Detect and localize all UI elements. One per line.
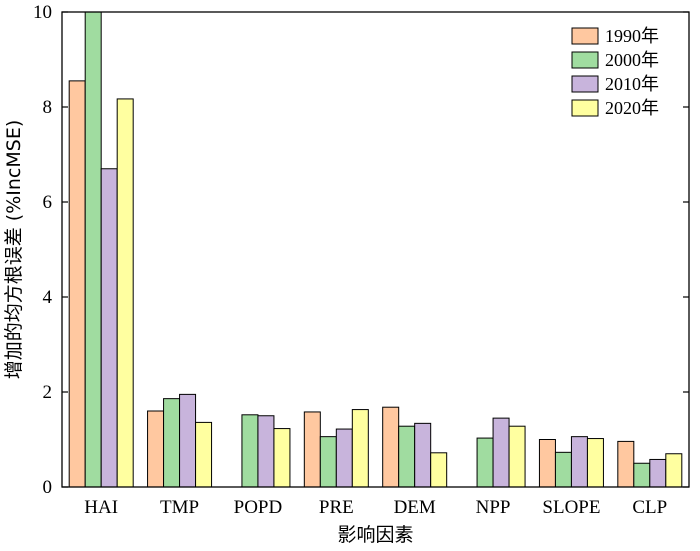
bar xyxy=(508,425,526,488)
x-tick-label: HAI xyxy=(84,497,118,518)
x-tick-label: NPP xyxy=(476,497,511,518)
bar xyxy=(476,437,494,488)
x-tick-label: DEM xyxy=(394,497,436,518)
bar xyxy=(665,453,683,488)
bar xyxy=(84,11,102,488)
bar xyxy=(335,428,353,488)
x-tick-label: PRE xyxy=(319,497,354,518)
y-tick-label: 0 xyxy=(43,477,53,498)
x-tick-label: TMP xyxy=(160,497,199,518)
x-tick-label: CLP xyxy=(632,497,667,518)
x-axis-tick-labels: HAI TMP POPD PRE DEM NPP SLOPE CLP xyxy=(84,497,667,518)
bar xyxy=(68,80,86,488)
bar xyxy=(633,462,651,488)
bar xyxy=(554,451,572,488)
legend: 1990年 2000年 2010年 2020年 xyxy=(571,26,659,118)
legend-label: 1990年 xyxy=(605,26,659,46)
bar xyxy=(570,436,588,488)
bar xyxy=(257,415,275,488)
bars-group xyxy=(68,11,683,488)
y-tick-label: 8 xyxy=(43,97,53,118)
y-tick-label: 4 xyxy=(43,287,53,308)
bar xyxy=(195,421,213,488)
bar xyxy=(351,409,369,488)
bar xyxy=(430,452,448,488)
bar xyxy=(147,410,165,488)
bar xyxy=(163,398,181,488)
bar xyxy=(319,436,337,488)
legend-label: 2020年 xyxy=(605,98,659,118)
x-axis-title: 影响因素 xyxy=(337,524,413,546)
bar xyxy=(414,422,432,488)
legend-label: 2000年 xyxy=(605,50,659,70)
legend-swatch xyxy=(571,75,599,93)
bar xyxy=(586,438,604,488)
legend-swatch xyxy=(571,51,599,69)
y-axis-title: 增加的均方根误差 (%IncMSE) xyxy=(3,120,25,379)
y-tick-label: 10 xyxy=(33,2,52,23)
bar xyxy=(116,98,134,488)
plot-frame xyxy=(61,11,690,488)
bar xyxy=(303,411,321,488)
bar xyxy=(382,406,400,488)
legend-swatch xyxy=(571,99,599,117)
bar xyxy=(398,425,416,488)
bar xyxy=(617,440,635,488)
y-tick-label: 6 xyxy=(43,192,53,213)
bar xyxy=(241,414,259,488)
x-tick-label: POPD xyxy=(234,497,283,518)
y-axis-tick-labels: 0 2 4 6 8 10 xyxy=(33,2,53,498)
bar xyxy=(492,417,510,488)
bar xyxy=(649,458,667,488)
bar xyxy=(100,168,118,488)
bar xyxy=(273,428,291,488)
x-tick-label: SLOPE xyxy=(542,497,600,518)
bar xyxy=(538,439,556,488)
y-tick-label: 2 xyxy=(43,382,53,403)
bar xyxy=(179,393,197,488)
legend-swatch xyxy=(571,27,599,45)
legend-label: 2010年 xyxy=(605,74,659,94)
